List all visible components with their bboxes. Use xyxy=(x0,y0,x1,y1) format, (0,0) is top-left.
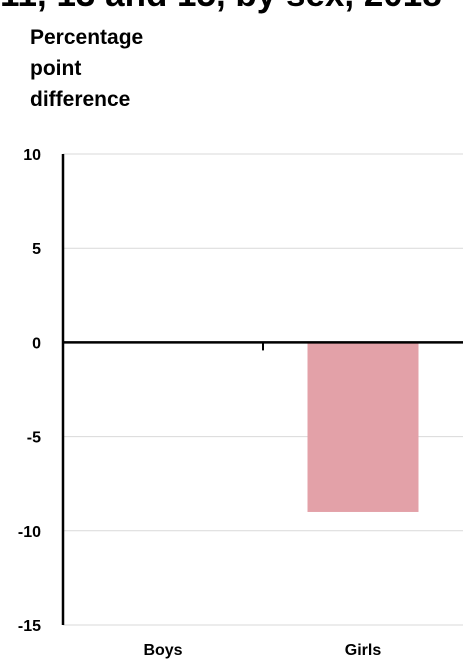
y-tick-label: -15 xyxy=(18,618,41,635)
x-tick-label-girls: Girls xyxy=(345,642,382,659)
y-tick-label: -10 xyxy=(18,524,41,541)
y-tick-label: 0 xyxy=(32,335,41,352)
y-tick-label: 5 xyxy=(32,241,41,258)
y-tick-label: -5 xyxy=(27,430,41,447)
chart-title: 11, 13 and 15, by sex, 2018 xyxy=(0,0,463,20)
bar-girls xyxy=(307,342,419,512)
y-axis-label: Percentage point difference xyxy=(30,26,144,111)
y-tick-label: 10 xyxy=(23,147,41,164)
x-tick-label-boys: Boys xyxy=(143,642,182,659)
